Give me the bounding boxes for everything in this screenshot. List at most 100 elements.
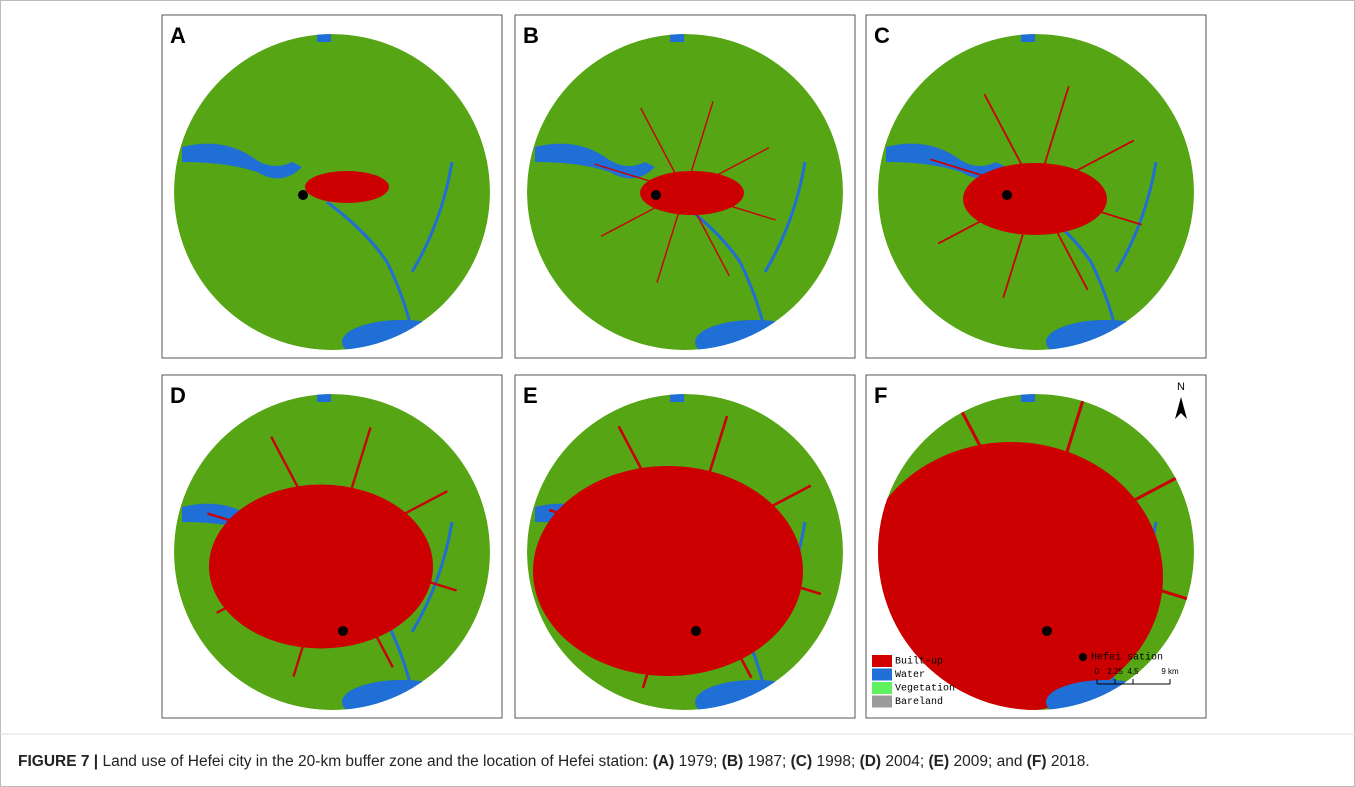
road <box>548 508 686 554</box>
lake <box>886 143 1006 179</box>
road <box>1035 86 1070 193</box>
built-up <box>305 171 389 203</box>
road <box>330 427 372 553</box>
legend-station-label: Hefei sation <box>1091 652 1163 664</box>
station-marker <box>1042 626 1052 636</box>
legend-station-marker <box>1079 653 1087 661</box>
panel-label: F <box>874 383 887 408</box>
north-label: N <box>1177 381 1185 393</box>
legend-label: Bareland <box>895 696 943 708</box>
legend-swatch <box>872 668 892 681</box>
lake-north <box>1021 394 1035 402</box>
scale-label: 2.25 <box>1107 667 1123 676</box>
road <box>895 550 1037 628</box>
map <box>878 394 1194 710</box>
caption-part: (F) <box>1027 753 1047 770</box>
road <box>960 411 1038 553</box>
station-marker <box>651 190 661 200</box>
lake-north <box>670 34 684 42</box>
road <box>617 425 687 553</box>
road <box>884 503 1037 554</box>
north-arrow <box>1175 397 1187 419</box>
road <box>1035 139 1135 193</box>
legend-label: Built-up <box>895 656 943 668</box>
road <box>684 101 714 193</box>
built-up <box>533 466 803 676</box>
map <box>527 34 843 350</box>
panel-label: B <box>523 23 539 48</box>
legend-swatch <box>872 655 892 667</box>
road <box>330 551 394 668</box>
caption-part: 1979; <box>674 753 721 770</box>
caption-part: 2009; and <box>949 753 1027 770</box>
caption-part: Land use of Hefei city in the 20-km buff… <box>98 753 653 770</box>
lake <box>535 143 655 179</box>
road <box>594 163 686 193</box>
panel-label: D <box>170 383 186 408</box>
road <box>270 436 334 553</box>
lake-north <box>1021 34 1035 42</box>
road <box>216 550 333 614</box>
caption-part: (D) <box>860 753 882 770</box>
built-up <box>209 484 433 649</box>
caption-part: FIGURE 7 | <box>18 753 98 770</box>
road <box>656 191 686 283</box>
caption-part: 2004; <box>881 753 928 770</box>
road <box>1035 476 1177 554</box>
built-up <box>640 171 744 215</box>
station-marker <box>1002 190 1012 200</box>
lake-north <box>317 34 331 42</box>
road <box>331 550 457 592</box>
legend-label: Water <box>895 670 925 681</box>
caption-part: (A) <box>653 753 675 770</box>
road <box>1035 191 1089 291</box>
road <box>937 191 1037 245</box>
built-up <box>878 442 1163 710</box>
legend-label: Vegetation <box>895 683 955 695</box>
caption-part: 2018. <box>1047 753 1090 770</box>
built-up <box>963 163 1107 235</box>
road <box>331 490 448 554</box>
map <box>878 34 1194 350</box>
lake-north <box>670 394 684 402</box>
road <box>684 550 822 596</box>
road <box>1034 551 1112 693</box>
lake-north <box>317 394 331 402</box>
station-marker <box>298 190 308 200</box>
road <box>930 158 1037 193</box>
legend-swatch <box>872 695 892 708</box>
panel-label: A <box>170 23 186 48</box>
caption-part: (C) <box>791 753 813 770</box>
road <box>983 93 1037 193</box>
station-marker <box>338 626 348 636</box>
road <box>1034 400 1085 553</box>
panel-label: C <box>874 23 890 48</box>
road <box>207 512 333 554</box>
map <box>174 394 490 710</box>
road <box>292 551 334 677</box>
caption-part: (E) <box>929 753 950 770</box>
road <box>641 551 687 689</box>
road <box>1002 191 1037 298</box>
caption-part: 1998; <box>812 753 859 770</box>
road <box>683 551 753 679</box>
road <box>1035 191 1142 226</box>
scale-label: 4.5 <box>1127 667 1139 676</box>
caption-part: 1987; <box>743 753 790 770</box>
road <box>987 551 1038 704</box>
panel-label: E <box>523 383 538 408</box>
caption-part: (B) <box>722 753 744 770</box>
road <box>600 191 686 237</box>
lake <box>182 143 302 179</box>
station-marker <box>691 626 701 636</box>
road <box>684 147 770 193</box>
road <box>640 107 686 193</box>
scale-label: 0 <box>1095 667 1100 676</box>
road <box>558 550 686 620</box>
road <box>684 191 776 221</box>
road <box>684 191 730 277</box>
legend-swatch <box>872 682 892 694</box>
